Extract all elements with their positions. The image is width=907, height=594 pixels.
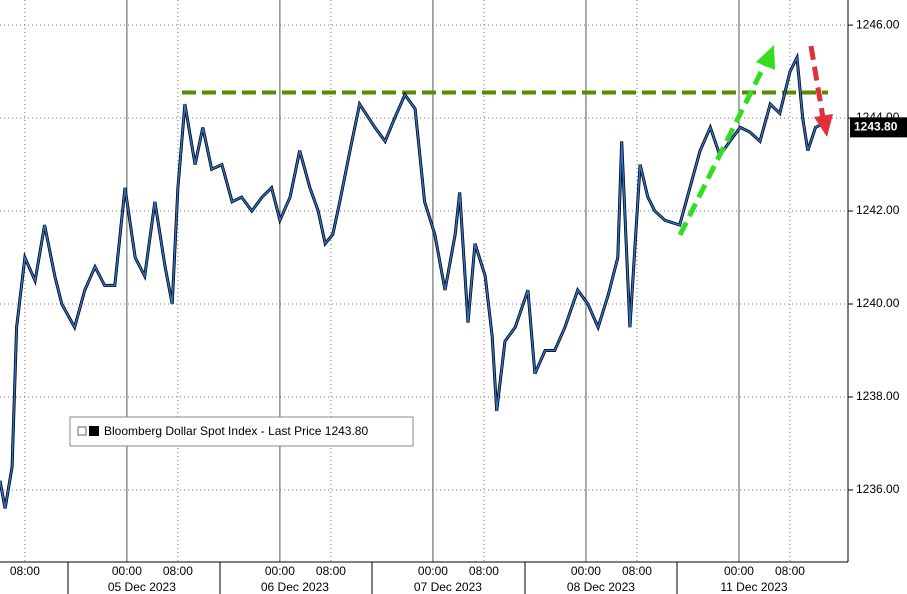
x-date-label: 08 Dec 2023	[567, 580, 635, 594]
trend-arrows	[677, 45, 833, 237]
last-price-label: 1243.80	[854, 120, 898, 134]
x-tick-label: 00:00	[418, 564, 448, 578]
x-date-label: 11 Dec 2023	[720, 580, 787, 594]
last-price-tag	[850, 117, 907, 138]
y-tick-label: 1238.00	[856, 389, 900, 403]
legend-series-name: Bloomberg Dollar Spot Index - Last Price	[104, 424, 322, 438]
down-arrow	[808, 45, 826, 119]
y-tick-label: 1240.00	[856, 296, 900, 310]
legend-swatch	[89, 426, 99, 436]
x-tick-label: 08:00	[163, 564, 193, 578]
legend-box	[69, 416, 414, 447]
x-tick-label: 08:00	[622, 564, 652, 578]
x-tick-label: 08:00	[10, 564, 40, 578]
legend-text: Bloomberg Dollar Spot Index - Last Price…	[104, 424, 368, 438]
x-tick-label: 08:00	[316, 564, 346, 578]
down-arrow-head	[814, 114, 833, 137]
x-tick-label: 00:00	[571, 564, 601, 578]
y-tick-label: 1236.00	[856, 482, 900, 496]
up-arrow	[677, 60, 769, 237]
legend-toggle[interactable]	[77, 426, 87, 436]
legend-last-price: 1243.80	[325, 424, 369, 438]
x-tick-label: 00:00	[724, 564, 754, 578]
x-tick-label: 00:00	[112, 564, 142, 578]
price-line	[0, 54, 826, 509]
x-date-label: 05 Dec 2023	[108, 580, 176, 594]
x-tick-label: 08:00	[775, 564, 805, 578]
x-tick-label: 00:00	[265, 564, 295, 578]
x-tick-label: 08:00	[469, 564, 499, 578]
legend: Bloomberg Dollar Spot Index - Last Price…	[69, 416, 414, 447]
y-tick-label: 1242.00	[856, 203, 900, 217]
y-tick-label: 1246.00	[856, 17, 900, 31]
up-arrow-head	[756, 45, 775, 70]
x-date-label: 07 Dec 2023	[414, 580, 482, 594]
x-date-label: 06 Dec 2023	[261, 580, 329, 594]
